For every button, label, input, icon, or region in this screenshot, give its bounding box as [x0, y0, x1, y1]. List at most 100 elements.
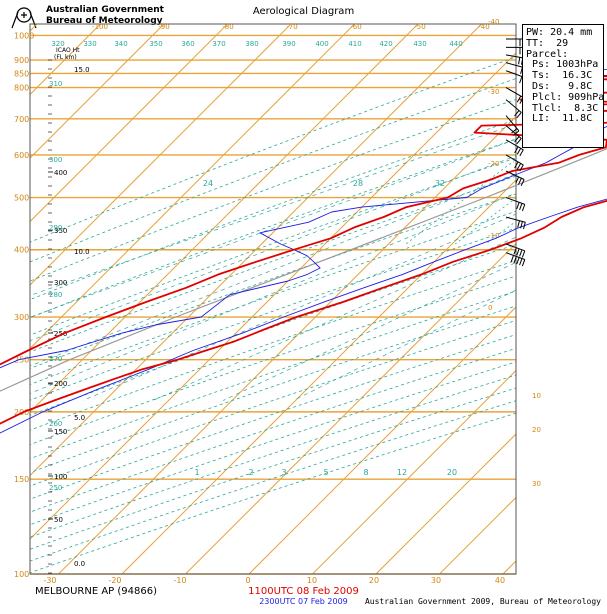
axis-labels: 1000900850800700600500400300250200150100… — [14, 18, 541, 585]
blue-temperature-line — [0, 198, 607, 434]
theta-tick-label: 440 — [449, 40, 462, 48]
isotherm-line — [185, 242, 516, 574]
top-temperature-label: -80 — [222, 23, 233, 31]
isotherm-line — [312, 369, 516, 574]
right-temperature-label: -30 — [488, 88, 499, 96]
right-temperature-label: 10 — [532, 392, 541, 400]
moist-adiabat — [30, 173, 516, 367]
isotherm-line — [375, 433, 516, 574]
isotherm-line — [30, 24, 482, 477]
dry-adiabat — [30, 227, 516, 401]
info-line: Ps: 1003hPa — [526, 59, 599, 71]
theta-tick-label: 370 — [212, 40, 225, 48]
wind-barb — [505, 125, 522, 145]
moist-adiabat — [30, 138, 516, 318]
isotherm-line — [30, 24, 38, 32]
theta-left-label: 290 — [49, 224, 62, 232]
dry-adiabat — [30, 157, 516, 336]
right-temperature-label: 20 — [532, 426, 541, 434]
wind-barb — [505, 243, 526, 258]
dry-adiabat — [30, 275, 516, 446]
isotherm-line — [248, 306, 516, 574]
copyright-notice: Australian Government 2009, Bureau of Me… — [364, 597, 601, 606]
dry-adiabat — [30, 334, 516, 500]
top-temperature-label: -50 — [414, 23, 425, 31]
primary-sounding-time: 1100UTC 08 Feb 2009 — [248, 586, 359, 597]
wind-barb — [505, 139, 524, 157]
isotherm-line — [30, 24, 292, 286]
upper-pressure-label: 300 — [54, 279, 67, 287]
isobar-lines — [30, 34, 516, 575]
moist-adiabat-lines — [30, 123, 516, 401]
top-temperature-label: -40 — [478, 23, 489, 31]
theta-tick-label: 390 — [282, 40, 295, 48]
upper-pressure-label: 400 — [54, 169, 67, 177]
right-temperature-label: -40 — [488, 18, 499, 26]
mixing-ratio-label: 1 — [194, 468, 199, 477]
mixing-ratio-label: 5 — [323, 468, 328, 477]
isotherm-line — [30, 24, 165, 159]
chart-title: Aerological Diagram — [252, 6, 355, 17]
pressure-tick-label: 900 — [14, 56, 29, 65]
right-temperature-label: 0 — [488, 304, 492, 312]
moist-adiabat — [223, 262, 516, 401]
dry-adiabat — [30, 193, 516, 369]
pressure-tick-label: 150 — [14, 475, 29, 484]
temperature-tick-label: 10 — [307, 576, 317, 585]
dry-adiabat — [30, 119, 516, 301]
dry-adiabat — [30, 305, 516, 473]
agency-name-line1: Australian Government — [46, 5, 164, 15]
mixing-ratio-label: 32 — [435, 179, 445, 188]
dry-adiabat-lines — [30, 56, 516, 574]
right-temperature-label: -10 — [488, 232, 499, 240]
theta-tick-label: 410 — [348, 40, 361, 48]
pressure-tick-label: 300 — [14, 313, 29, 322]
wind-barb — [505, 115, 520, 136]
isotherm-lines — [30, 24, 516, 574]
upper-pressure-label: 50 — [54, 516, 63, 524]
sounding-profiles — [0, 68, 607, 434]
temperature-tick-label: 0 — [245, 576, 250, 585]
temperature-tick-label: -30 — [43, 576, 56, 585]
secondary-sounding-time: 2300UTC 07 Feb 2009 — [259, 597, 348, 606]
dry-adiabat — [30, 56, 516, 243]
temperature-tick-label: 20 — [369, 576, 379, 585]
pressure-tick-label: 500 — [14, 194, 29, 203]
height-axis-label: ICAO Ht — [56, 47, 80, 54]
upper-pressure-label: 100 — [54, 473, 67, 481]
station-name: MELBOURNE AP (94866) — [35, 586, 157, 597]
plot-frame — [29, 23, 517, 575]
mixing-ratio-label: 12 — [397, 468, 407, 477]
upper-pressure-label: 200 — [54, 380, 67, 388]
isotherm-line — [30, 24, 419, 413]
red-dewpoint-line — [0, 81, 607, 366]
moist-adiabat — [30, 192, 516, 394]
wind-barb — [505, 197, 526, 212]
height-tick-label: 0.0 — [74, 560, 85, 568]
temperature-tick-label: 40 — [495, 576, 505, 585]
pressure-tick-label: 400 — [14, 246, 29, 255]
blue-dewpoint-line — [0, 68, 607, 369]
pressure-tick-label: 250 — [14, 356, 29, 365]
theta-tick-label: 420 — [379, 40, 392, 48]
info-line: PW: 20.4 mm — [526, 27, 593, 38]
info-line: Ds: 9.8C — [526, 80, 593, 92]
height-axis-label: (FL km) — [54, 54, 77, 61]
info-line: Parcel: — [526, 48, 569, 60]
theta-tick-label: 380 — [245, 40, 258, 48]
pressure-tick-label: 800 — [14, 84, 29, 93]
mixing-ratio-label: 28 — [353, 179, 363, 188]
wind-barb — [505, 252, 526, 267]
upper-pressure-label: 350 — [54, 227, 67, 235]
isotherm-line — [30, 52, 516, 540]
theta-left-label: 250 — [49, 484, 62, 492]
wind-barb — [505, 216, 526, 230]
temperature-tick-label: -10 — [173, 576, 186, 585]
info-line: Ts: 16.3C — [526, 70, 593, 82]
theta-tick-label: 340 — [114, 40, 127, 48]
mixing-ratio-label: 20 — [447, 468, 457, 477]
pressure-tick-label: 1000 — [14, 31, 34, 40]
theta-left-label: 300 — [49, 156, 62, 164]
height-tick-label: 15.0 — [74, 66, 90, 74]
